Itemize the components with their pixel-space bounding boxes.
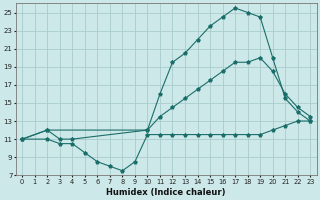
X-axis label: Humidex (Indice chaleur): Humidex (Indice chaleur): [107, 188, 226, 197]
